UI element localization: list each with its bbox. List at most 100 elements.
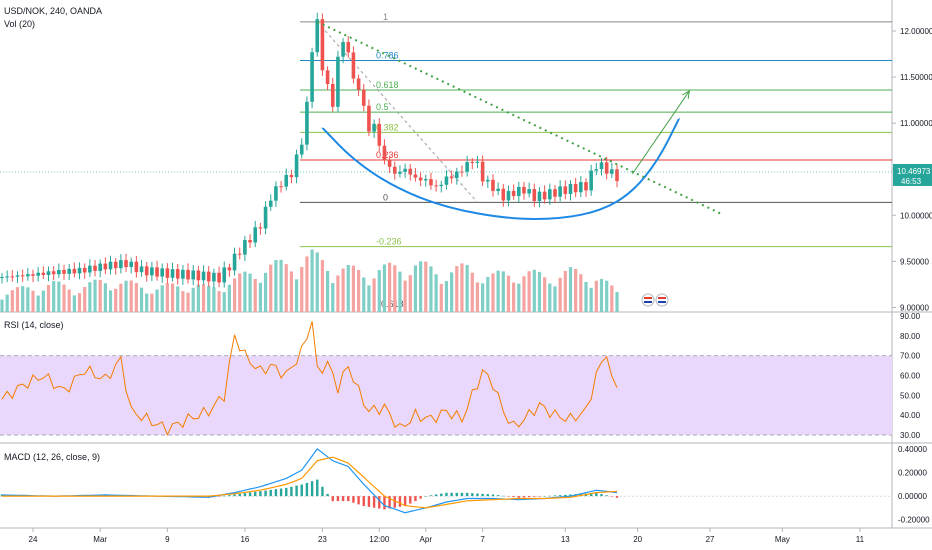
volume-bar [553,286,557,312]
volume-bar [139,287,144,312]
price-tick-label: 12.00000 [900,27,932,36]
candle-body [227,267,232,271]
candle-body [181,269,185,279]
flag-icon [655,293,669,307]
volume-bar [512,282,516,312]
macd-hist-bar [393,496,396,508]
fib-label: 0.236 [376,150,399,160]
volume-bar [491,273,495,312]
macd-hist-bar [419,496,422,499]
candle-body [361,89,366,106]
macd-axis[interactable]: 0.40000 0.20000 0.00000 -0.20000 [898,445,930,525]
macd-hist-bar [305,482,309,497]
candle-body [537,191,542,202]
macd-hist-bar [259,491,262,497]
time-tick-label: 11 [856,535,865,544]
volume-bar [496,270,500,312]
candle-body [31,274,35,276]
macd-hist-bar [527,496,531,498]
volume-bar [57,281,61,312]
time-tick-label: 20 [633,535,642,544]
volume-bar [160,285,164,312]
macd-hist-bar [424,496,427,497]
candle-body [480,161,485,182]
volume-bar [455,266,459,312]
candle-body [532,189,537,202]
macd-hist-bar [522,496,526,498]
volume-bar [269,264,273,312]
candle-body [294,154,299,178]
symbol-title: USD/NOK, 240, OANDA [4,6,102,16]
macd-hist-bar [465,492,469,497]
rsi-axis[interactable]: 90.00 80.00 70.00 60.00 50.00 40.00 30.00 [900,312,921,440]
candle-body [113,261,118,269]
flag-stripe [658,301,666,303]
candle-body [423,179,428,181]
macd-hist-bar [341,496,345,502]
candle-body [46,271,51,275]
event-markers[interactable] [641,293,669,307]
time-tick-label: 27 [706,535,715,544]
candle-body [268,200,273,207]
candle-body [392,166,397,174]
macd-hist-bar [367,496,371,507]
time-tick-label: 16 [240,535,249,544]
signal-line [2,456,618,509]
candle-body [108,261,113,270]
candle-body [175,269,180,279]
rsi-title: RSI (14, close) [4,320,64,330]
macd-hist-bar [600,494,603,497]
flag-stripe [644,297,652,299]
macd-hist-bar [352,496,355,503]
candle-body [434,185,438,187]
fib-label: 0 [383,192,388,202]
volume-bar [21,286,25,312]
volume-bar [543,277,547,312]
time-tick-label: Mar [93,535,107,544]
candle-body [615,169,619,182]
macd-hist-bar [279,488,283,497]
rsi-tick-label: 60.00 [900,372,921,381]
volume-bar [584,281,588,312]
price-tick-label: 9.50000 [900,257,929,266]
volume-bar [191,287,195,312]
volume-bar [88,282,92,312]
macd-hist-bar [254,491,257,497]
volume-bar [77,293,82,312]
fib-label: 1 [383,12,388,22]
volume-bar [527,271,531,312]
volume-bar [300,266,304,312]
candle-body [522,186,526,194]
volume-title: Vol (20) [4,19,35,29]
trendline[interactable] [316,20,721,215]
candle-body [527,189,531,194]
macd-hist-bar [533,496,536,497]
volume-bar [460,263,464,312]
macd-hist-bar [481,493,484,497]
candle-body [62,269,66,274]
volume-bar [124,280,128,312]
projection-arrow[interactable] [632,89,691,175]
candle-body [573,183,578,193]
macd-hist-bar [248,492,252,497]
macd-hist-bar [429,495,433,497]
volume-bar [10,290,14,312]
macd-hist-bar [605,495,608,497]
candle-body [289,174,294,178]
volume-bar [119,283,123,312]
volume-bar [165,283,169,312]
time-axis[interactable]: 24 Mar 9 16 23 12:00 Apr 7 13 20 27 May 11 [29,528,865,544]
volume-bar [537,271,542,312]
macd-hist-bar [455,492,458,497]
volume-bar [0,299,4,312]
macd-hist-bar [548,495,552,497]
arrow-head [682,89,691,99]
volume-bar [181,291,185,312]
volume-bar [222,292,226,312]
macd-hist-bar [331,496,334,502]
volume-bar [382,264,387,312]
volume-bar [362,277,366,312]
candle-body [470,161,475,163]
